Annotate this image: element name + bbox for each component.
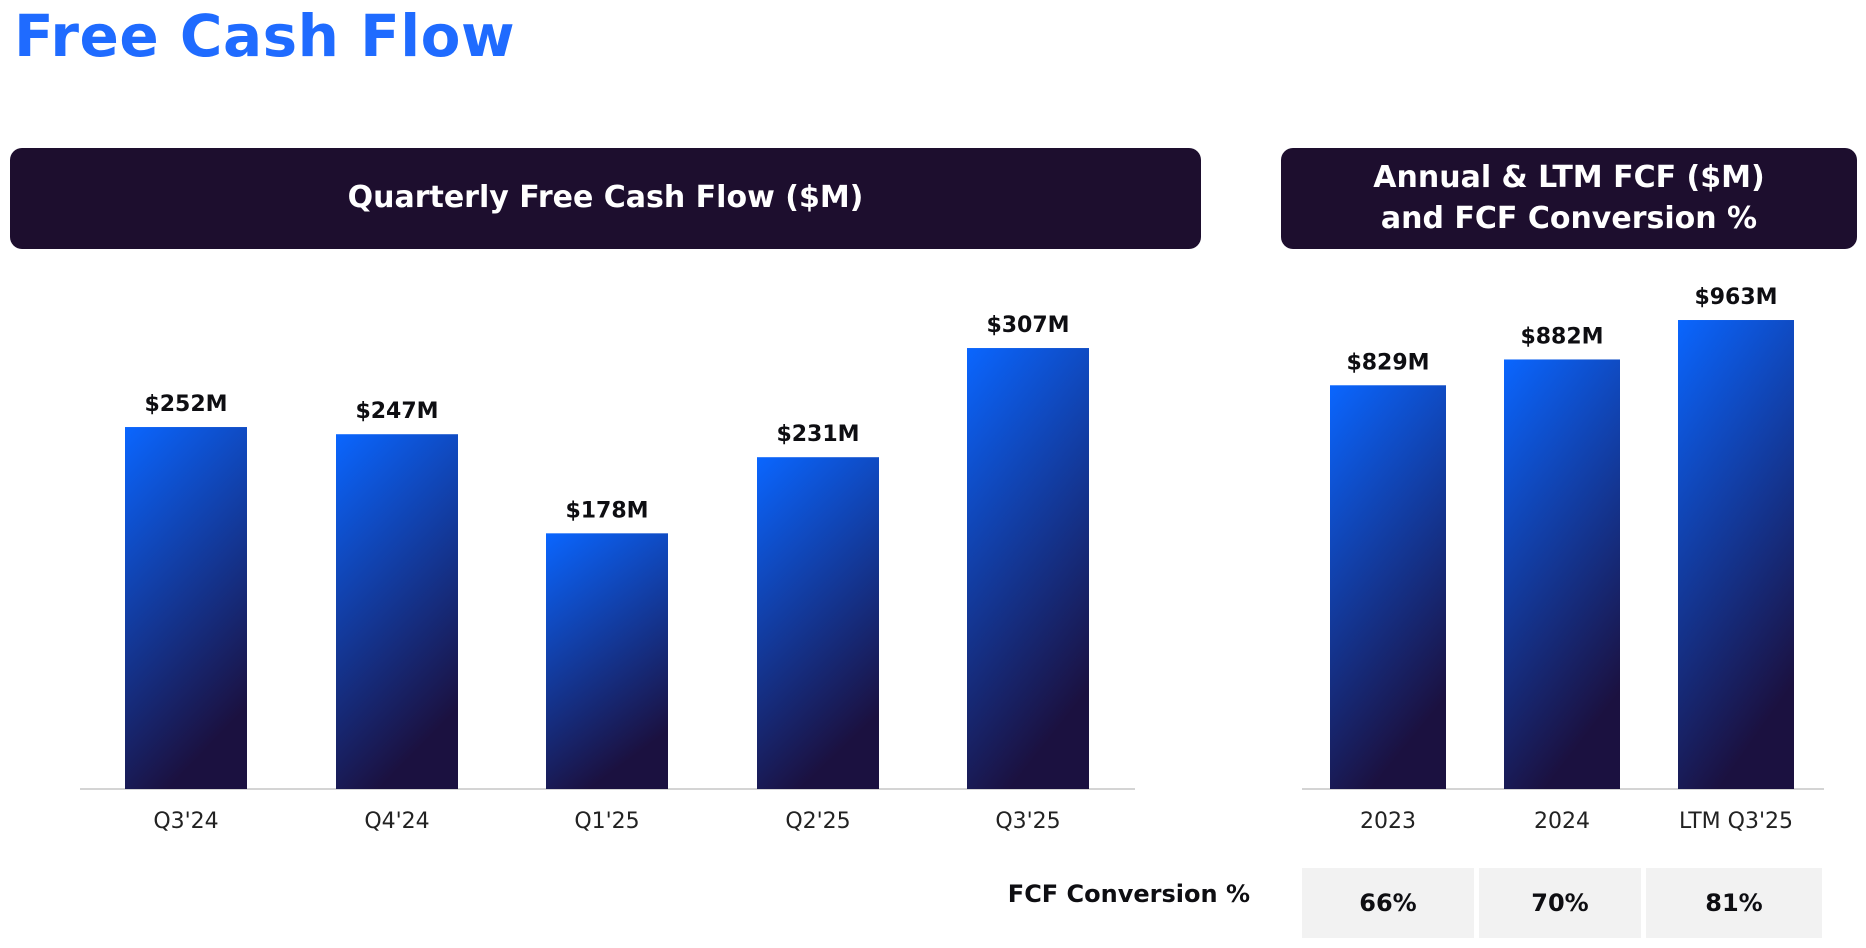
annual-value-label-2024: $882M	[1520, 324, 1603, 349]
annual-chart-title: Annual & LTM FCF ($M) and FCF Conversion…	[1281, 148, 1857, 249]
quarterly-fcf-chart: $252M Q3'24 $247M Q4'24 $178M Q1'25 $231M Q2'25…	[80, 313, 1135, 834]
quarterly-bar-q4-24	[336, 434, 458, 789]
quarterly-tick-label-q4-24: Q4'24	[364, 809, 429, 834]
quarterly-bar-q3-25	[967, 348, 1089, 789]
page-title: Free Cash Flow	[14, 2, 516, 70]
annual-fcf-chart: $829M 2023 $882M 2024 $963M LTM Q3'25	[1302, 285, 1824, 834]
quarterly-chart-title-text: Quarterly Free Cash Flow ($M)	[347, 180, 864, 216]
quarterly-value-label-q3-24: $252M	[144, 392, 227, 417]
annual-value-label-2023: $829M	[1346, 350, 1429, 375]
annual-bar-2023	[1330, 385, 1446, 789]
quarterly-bar-q1-25	[546, 533, 668, 789]
quarterly-tick-label-q3-24: Q3'24	[153, 809, 218, 834]
quarterly-value-label-q3-25: $307M	[986, 313, 1069, 338]
quarterly-tick-label-q2-25: Q2'25	[785, 809, 850, 834]
quarterly-chart-title: Quarterly Free Cash Flow ($M)	[10, 148, 1201, 249]
quarterly-bar-q2-25	[757, 457, 879, 789]
quarterly-bar-q3-24	[125, 427, 247, 789]
annual-tick-label-2023: 2023	[1360, 809, 1416, 834]
quarterly-tick-label-q1-25: Q1'25	[574, 809, 639, 834]
annual-bar-2024	[1504, 359, 1620, 789]
fcf-conversion-2024: 70%	[1479, 868, 1641, 938]
quarterly-value-label-q1-25: $178M	[565, 498, 648, 523]
fcf-conversion-2023: 66%	[1302, 868, 1474, 938]
annual-tick-label-ltm-q3-25: LTM Q3'25	[1679, 809, 1793, 834]
quarterly-tick-label-q3-25: Q3'25	[995, 809, 1060, 834]
annual-bar-ltm-q3-25	[1678, 320, 1794, 789]
fcf-conversion-label: FCF Conversion %	[1007, 880, 1250, 908]
quarterly-value-label-q4-24: $247M	[355, 399, 438, 424]
annual-chart-title-text: Annual & LTM FCF ($M) and FCF Conversion…	[1373, 160, 1765, 236]
fcf-conversion-ltm: 81%	[1646, 868, 1822, 938]
quarterly-value-label-q2-25: $231M	[776, 422, 859, 447]
annual-value-label-ltm-q3-25: $963M	[1694, 285, 1777, 310]
annual-tick-label-2024: 2024	[1534, 809, 1590, 834]
